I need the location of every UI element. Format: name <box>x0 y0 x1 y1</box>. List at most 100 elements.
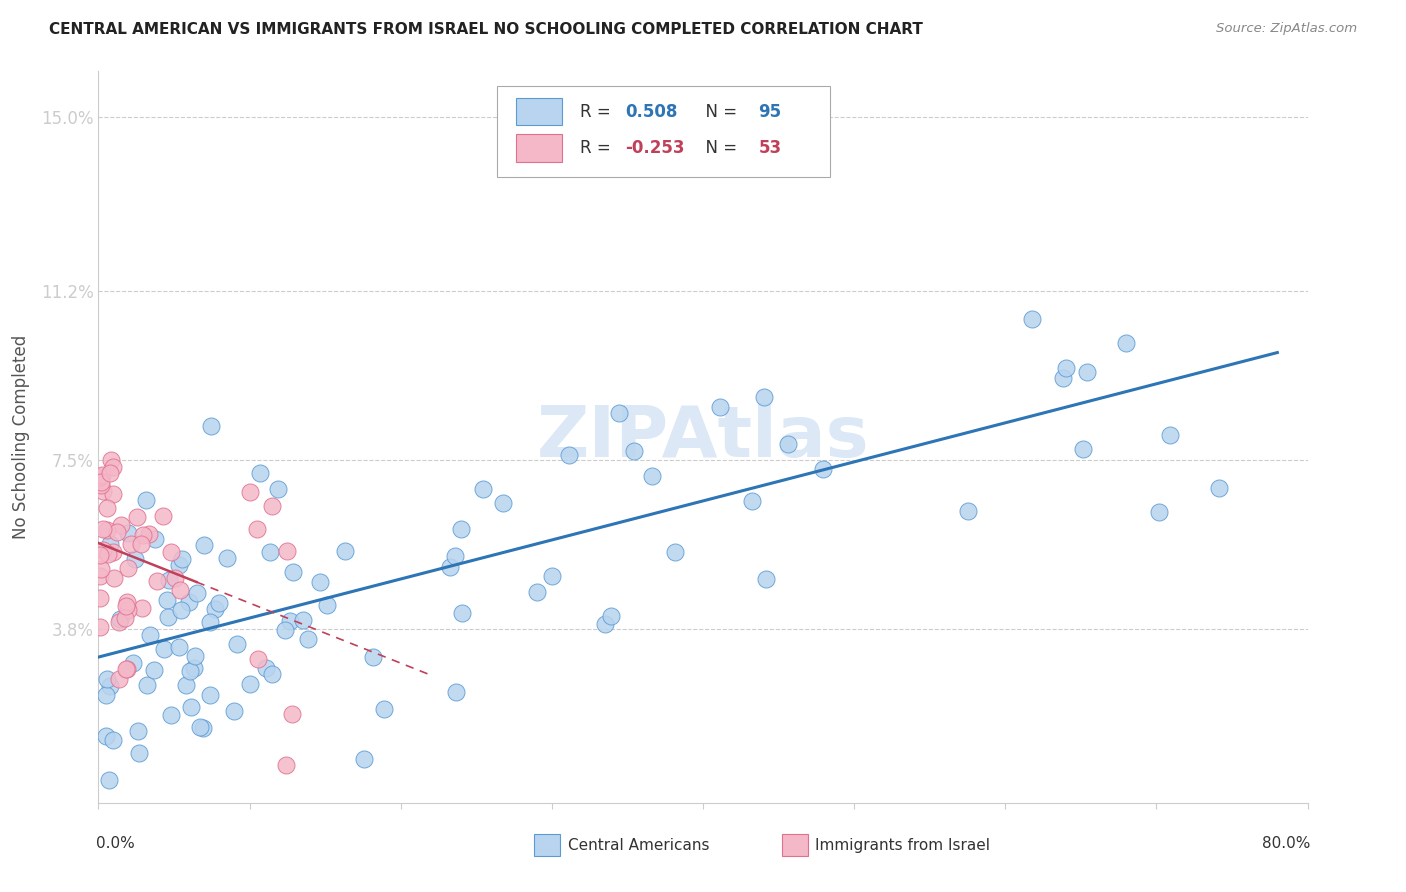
Text: 95: 95 <box>759 103 782 120</box>
Point <box>363 650 385 665</box>
Point <box>200 615 222 630</box>
Point <box>664 545 686 559</box>
Point <box>239 676 262 690</box>
Point <box>129 536 152 550</box>
Point <box>254 661 277 675</box>
Bar <box>782 834 808 856</box>
Point <box>246 521 269 535</box>
Point <box>1054 361 1077 376</box>
Point <box>160 708 183 723</box>
Point <box>557 448 579 462</box>
Point <box>737 155 759 169</box>
Point <box>97 547 120 561</box>
Text: N =: N = <box>695 103 742 120</box>
Point <box>91 543 114 558</box>
Point <box>308 575 330 590</box>
Point <box>280 614 302 628</box>
Point <box>169 640 191 654</box>
Point <box>152 508 174 523</box>
Point <box>353 752 375 766</box>
Point <box>373 702 395 716</box>
Point <box>157 573 180 587</box>
Point <box>114 611 136 625</box>
Point <box>450 606 472 620</box>
Point <box>641 468 664 483</box>
Point <box>96 501 118 516</box>
Point <box>274 757 297 772</box>
Point <box>191 721 214 735</box>
Point <box>755 572 778 586</box>
Point <box>811 462 834 476</box>
Point <box>224 705 246 719</box>
Point <box>593 617 616 632</box>
Point <box>262 499 284 513</box>
Point <box>172 552 194 566</box>
Point <box>136 678 159 692</box>
Point <box>124 551 146 566</box>
Point <box>89 591 111 605</box>
Point <box>776 437 799 451</box>
Point <box>267 482 290 496</box>
Point <box>471 483 494 497</box>
Point <box>139 628 162 642</box>
Point <box>103 460 125 475</box>
Point <box>184 649 207 664</box>
Point <box>444 549 467 563</box>
Point <box>89 620 111 634</box>
Point <box>120 537 142 551</box>
Text: 0.0%: 0.0% <box>96 836 135 851</box>
Point <box>138 526 160 541</box>
Point <box>297 632 319 646</box>
Point <box>190 720 212 734</box>
Point <box>316 598 339 612</box>
Point <box>131 601 153 615</box>
Point <box>156 592 179 607</box>
Point <box>752 390 775 404</box>
Point <box>115 595 138 609</box>
Point <box>174 678 197 692</box>
Point <box>101 545 124 559</box>
Point <box>89 470 111 484</box>
Point <box>89 569 111 583</box>
Point <box>450 522 472 536</box>
Point <box>281 565 304 579</box>
Point <box>607 406 630 420</box>
Point <box>200 688 222 702</box>
Point <box>128 746 150 760</box>
Text: ZIPAtlas: ZIPAtlas <box>537 402 869 472</box>
Point <box>186 586 208 600</box>
Point <box>143 664 166 678</box>
Text: R =: R = <box>579 139 616 157</box>
Point <box>1076 365 1098 379</box>
Point <box>90 562 112 576</box>
Point <box>103 487 125 501</box>
Point <box>135 493 157 508</box>
Point <box>179 665 201 679</box>
Point <box>91 521 114 535</box>
Point <box>276 544 298 558</box>
Point <box>100 537 122 551</box>
Text: CENTRAL AMERICAN VS IMMIGRANTS FROM ISRAEL NO SCHOOLING COMPLETED CORRELATION CH: CENTRAL AMERICAN VS IMMIGRANTS FROM ISRA… <box>49 22 924 37</box>
Point <box>122 656 145 670</box>
Point <box>239 485 262 500</box>
Point <box>117 603 139 617</box>
Point <box>1115 336 1137 351</box>
Point <box>157 610 180 624</box>
Text: -0.253: -0.253 <box>626 139 685 157</box>
Bar <box>534 834 561 856</box>
Point <box>492 496 515 510</box>
Point <box>103 571 125 585</box>
Point <box>333 544 356 558</box>
Point <box>526 585 548 599</box>
Point <box>274 624 297 638</box>
Point <box>91 468 114 483</box>
Point <box>291 613 314 627</box>
Point <box>163 571 186 585</box>
Point <box>115 662 138 676</box>
Text: Source: ZipAtlas.com: Source: ZipAtlas.com <box>1216 22 1357 36</box>
Point <box>96 523 118 537</box>
Point <box>98 467 121 481</box>
Point <box>259 545 281 559</box>
Point <box>108 615 131 629</box>
Point <box>115 662 138 676</box>
